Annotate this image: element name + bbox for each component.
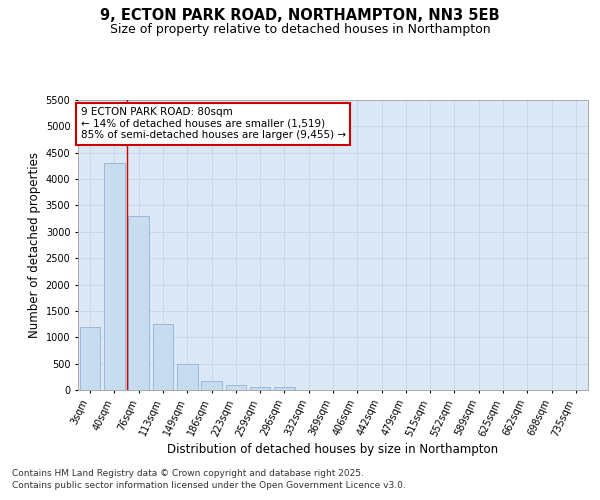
Bar bbox=[201, 381, 222, 390]
Y-axis label: Number of detached properties: Number of detached properties bbox=[28, 152, 41, 338]
Text: 9 ECTON PARK ROAD: 80sqm
← 14% of detached houses are smaller (1,519)
85% of sem: 9 ECTON PARK ROAD: 80sqm ← 14% of detach… bbox=[80, 108, 346, 140]
Bar bbox=[250, 388, 271, 390]
Bar bbox=[274, 388, 295, 390]
Bar bbox=[226, 386, 246, 390]
Text: Size of property relative to detached houses in Northampton: Size of property relative to detached ho… bbox=[110, 22, 490, 36]
Bar bbox=[152, 324, 173, 390]
Bar bbox=[80, 326, 100, 390]
Text: 9, ECTON PARK ROAD, NORTHAMPTON, NN3 5EB: 9, ECTON PARK ROAD, NORTHAMPTON, NN3 5EB bbox=[100, 8, 500, 22]
Bar bbox=[104, 164, 125, 390]
Bar bbox=[177, 364, 197, 390]
Text: Contains HM Land Registry data © Crown copyright and database right 2025.: Contains HM Land Registry data © Crown c… bbox=[12, 468, 364, 477]
Text: Contains public sector information licensed under the Open Government Licence v3: Contains public sector information licen… bbox=[12, 481, 406, 490]
Bar bbox=[128, 216, 149, 390]
X-axis label: Distribution of detached houses by size in Northampton: Distribution of detached houses by size … bbox=[167, 443, 499, 456]
